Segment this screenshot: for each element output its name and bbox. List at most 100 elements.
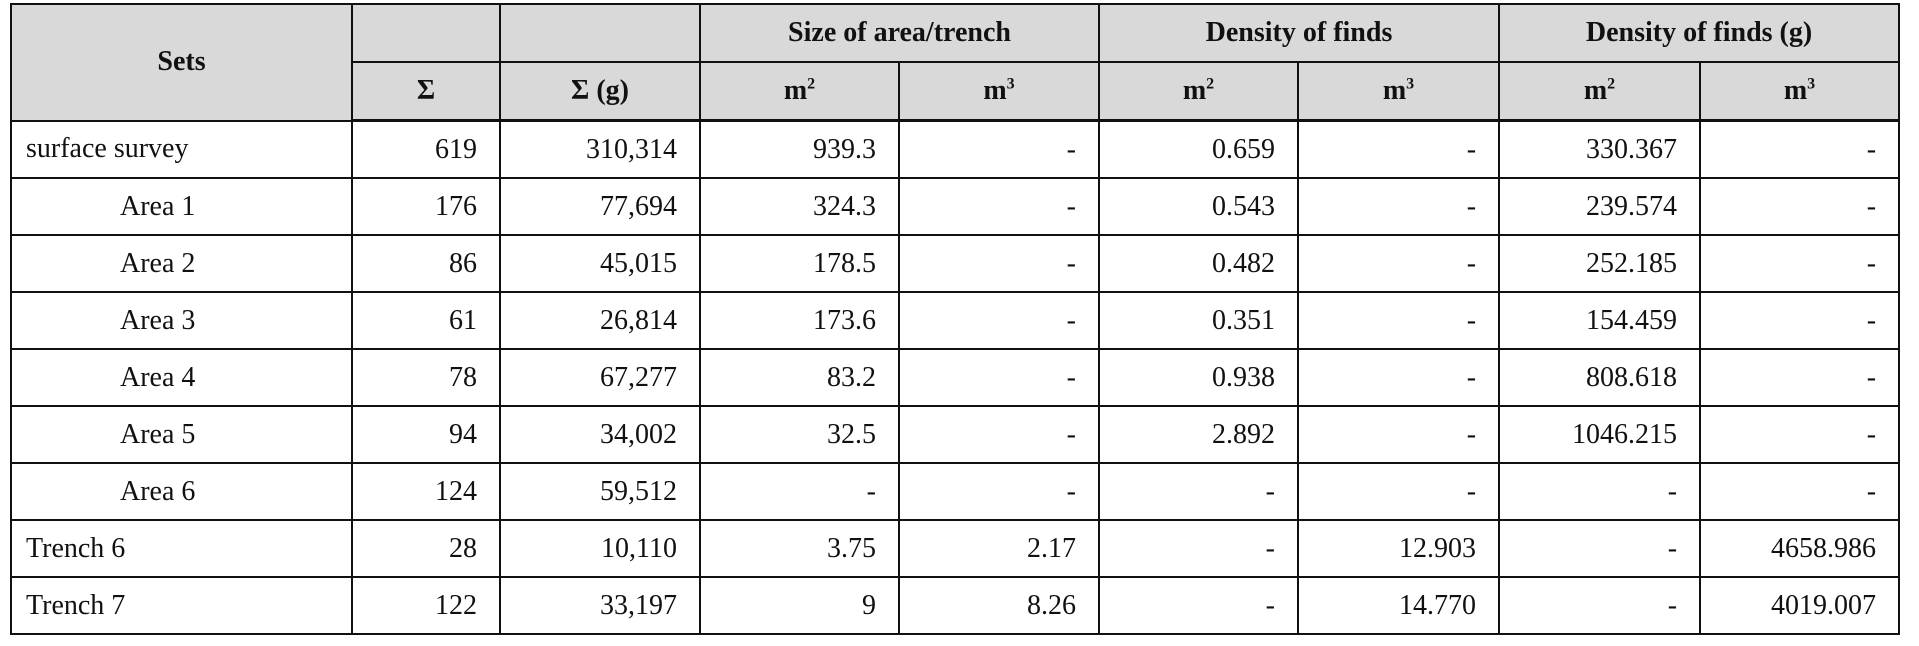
row-label: Area 4 — [10, 348, 353, 407]
table-cell: - — [1699, 291, 1901, 350]
header-group-empty — [351, 3, 501, 63]
header-row-groups: Sets Size of area/trench Density of find… — [10, 3, 1901, 122]
table-row: Area 5 94 34,002 32.5-2.892-1046.215- — [10, 405, 1901, 464]
table-cell: 67,277 — [499, 348, 701, 407]
table-cell: 26,814 — [499, 291, 701, 350]
header-unit: Σ — [351, 61, 501, 122]
table-cell: 4019.007 — [1699, 576, 1901, 635]
table-cell: 154.459 — [1498, 291, 1702, 350]
table-row: Area 3 61 26,814 173.6-0.351-154.459- — [10, 291, 1901, 350]
header-unit-text: m — [1382, 75, 1407, 106]
table-cell: 94 — [351, 405, 501, 464]
header-unit-text: m — [983, 75, 1007, 106]
table-cell: - — [1296, 291, 1501, 350]
table-cell: 324.3 — [699, 177, 900, 236]
table-cell: 310,314 — [499, 119, 701, 179]
table-cell: 124 — [351, 462, 501, 521]
header-unit: m3 — [898, 61, 1100, 122]
table-cell: - — [1098, 576, 1299, 635]
table-cell: 0.482 — [1098, 234, 1299, 293]
table-cell: 122 — [351, 576, 501, 635]
table-cell: 3.75 — [699, 519, 900, 578]
table-cell: 173.6 — [699, 291, 900, 350]
row-label: Area 2 — [10, 234, 353, 293]
table-cell: 0.543 — [1098, 177, 1299, 236]
header-unit-exponent: 3 — [1807, 75, 1816, 93]
table-cell: 33,197 — [499, 576, 701, 635]
table-cell: 10,110 — [499, 519, 701, 578]
table-cell: - — [898, 348, 1100, 407]
header-group-density: Density of finds — [1097, 3, 1501, 63]
table-cell: - — [898, 177, 1100, 236]
header-unit: m3 — [1699, 61, 1901, 122]
header-unit: m2 — [699, 61, 900, 122]
table-row: surface survey 619 310,314 939.3-0.659-330.… — [10, 119, 1901, 179]
table-cell: 1046.215 — [1498, 405, 1702, 464]
row-label: Area 6 — [10, 462, 353, 521]
table-cell: - — [1296, 348, 1501, 407]
table-cell: - — [1699, 405, 1901, 464]
table-cell: 9 — [699, 576, 900, 635]
table-cell: 59,512 — [499, 462, 701, 521]
table-cell: 252.185 — [1498, 234, 1702, 293]
table-cell: 28 — [351, 519, 501, 578]
table-cell: - — [1498, 576, 1702, 635]
table-row: Trench 6 28 10,110 3.75 2.17-12.903-4658.986 — [10, 519, 1901, 578]
header-unit: m3 — [1296, 61, 1501, 122]
table-cell: 2.17 — [898, 519, 1100, 578]
header-unit-text: m — [1182, 75, 1207, 106]
table-cell: - — [1296, 177, 1501, 236]
table-cell: 239.574 — [1498, 177, 1702, 236]
table-cell: 61 — [351, 291, 501, 350]
header-unit: m2 — [1098, 61, 1299, 122]
table-cell: - — [1699, 119, 1901, 179]
header-group-density-g: Density of finds (g) — [1498, 3, 1901, 63]
header-group-empty — [499, 3, 701, 63]
table-cell: - — [898, 119, 1100, 179]
header-unit-exponent: 2 — [807, 75, 816, 93]
table-cell: - — [1699, 462, 1901, 521]
table-cell: 77,694 — [499, 177, 701, 236]
table-row: Area 2 86 45,015 178.5-0.482-252.185- — [10, 234, 1901, 293]
header-unit-text: Σ — [416, 75, 436, 106]
header-unit-exponent: 2 — [1607, 75, 1616, 93]
table-cell: - — [1699, 348, 1901, 407]
table-cell: - — [898, 291, 1100, 350]
row-label: Area 1 — [10, 177, 353, 236]
table-cell: - — [699, 462, 900, 521]
table-cell: 330.367 — [1498, 119, 1702, 179]
table-cell: - — [1098, 519, 1299, 578]
table-row: Area 6 124 59,512- - - - - - — [10, 462, 1901, 521]
table-cell: - — [1699, 234, 1901, 293]
table-cell: 0.659 — [1098, 119, 1299, 179]
row-label: Trench 6 — [10, 519, 353, 578]
table-cell: 178.5 — [699, 234, 900, 293]
header-unit-exponent: 2 — [1206, 75, 1215, 93]
data-table: Sets Size of area/trench Density of find… — [10, 3, 1901, 635]
table-cell: 14.770 — [1296, 576, 1501, 635]
table-cell: 12.903 — [1296, 519, 1501, 578]
row-label: Area 5 — [10, 405, 353, 464]
table-cell: - — [1296, 405, 1501, 464]
table-cell: 619 — [351, 119, 501, 179]
table-cell: 0.938 — [1098, 348, 1299, 407]
table-cell: - — [1296, 234, 1501, 293]
table-row: Area 4 78 67,277 83.2-0.938-808.618- — [10, 348, 1901, 407]
row-label: Area 3 — [10, 291, 353, 350]
table-cell: 86 — [351, 234, 501, 293]
header-unit: Σ (g) — [499, 61, 701, 122]
row-label: Trench 7 — [10, 576, 353, 635]
table-cell: - — [898, 405, 1100, 464]
header-unit: m2 — [1498, 61, 1702, 122]
table-cell: 808.618 — [1498, 348, 1702, 407]
table-cell: 2.892 — [1098, 405, 1299, 464]
table-cell: 939.3 — [699, 119, 900, 179]
row-label: surface survey — [10, 119, 353, 179]
header-unit-exponent: 3 — [1006, 75, 1015, 93]
table-cell: - — [1498, 519, 1702, 578]
table-row: Trench 7 122 33,197 9 8.26-14.770-4019.007 — [10, 576, 1901, 635]
header-unit-text: Σ (g) — [571, 75, 629, 106]
table-body: surface survey 619 310,314 939.3-0.659-330.… — [10, 119, 1901, 635]
table-cell: - — [1498, 462, 1702, 521]
table-cell: - — [1098, 462, 1299, 521]
